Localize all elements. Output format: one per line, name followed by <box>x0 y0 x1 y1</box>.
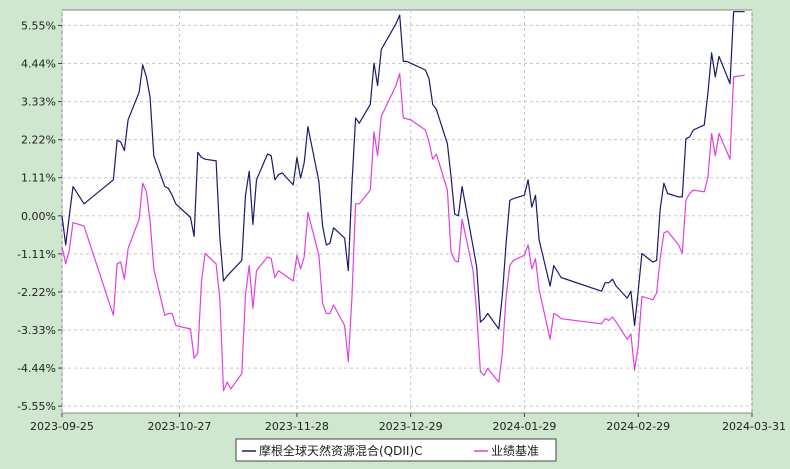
plot-background <box>61 9 753 414</box>
legend-label-fund: 摩根全球天然资源混合(QDII)C <box>259 443 423 458</box>
y-tick-label: 2.22% <box>21 134 56 147</box>
y-tick-label: 3.33% <box>21 96 56 109</box>
y-tick-label: 0.00% <box>21 210 56 223</box>
legend-label-benchmark: 业绩基准 <box>491 444 539 458</box>
x-tick-label: 2024-02-29 <box>606 420 670 433</box>
grid-layer <box>61 10 753 413</box>
x-tick-label: 2024-03-31 <box>722 420 786 433</box>
y-tick-label: -5.55% <box>17 400 56 413</box>
y-tick-label: 5.55% <box>21 19 56 32</box>
y-tick-label: -2.22% <box>17 286 56 299</box>
benchmark-line <box>61 72 745 392</box>
y-tick-label: 1.11% <box>21 172 56 185</box>
x-tick-label: 2023-11-28 <box>265 420 329 433</box>
legend: 摩根全球天然资源混合(QDII)C 业绩基准 <box>235 438 557 462</box>
y-tick-label: 4.44% <box>21 58 56 71</box>
legend-box <box>235 438 557 462</box>
y-tick-label: -1.11% <box>17 248 56 261</box>
y-tick-label: -4.44% <box>17 362 56 375</box>
x-tick-label: 2024-01-29 <box>492 420 556 433</box>
x-tick-label: 2023-12-29 <box>379 420 443 433</box>
series-layer <box>61 11 745 392</box>
x-tick-label: 2023-10-27 <box>147 420 211 433</box>
y-tick-label: -3.33% <box>17 324 56 337</box>
y-axis: 5.55% 4.44% 3.33% 2.22% 1.11% 0.00% -1.11% -2.2… <box>17 19 62 413</box>
x-tick-label: 2023-09-25 <box>30 420 94 433</box>
x-axis: 2023-09-25 2023-10-27 2023-11-28 2023-12-29… <box>30 413 786 433</box>
fund-line <box>61 11 745 330</box>
